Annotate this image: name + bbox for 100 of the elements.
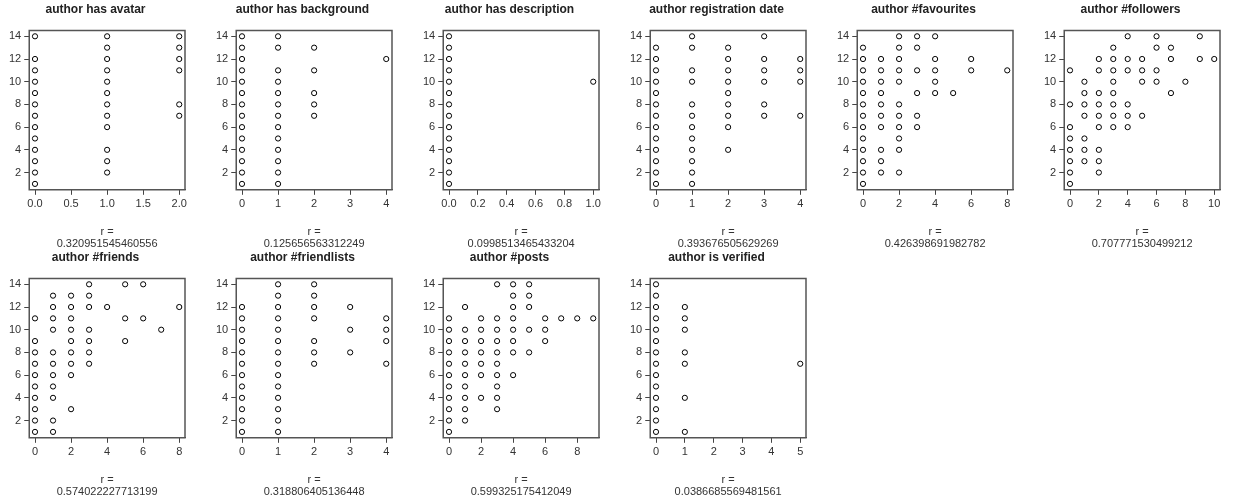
x-tick-label: 4 <box>797 197 804 210</box>
y-tick-label: 12 <box>629 300 643 313</box>
x-tick-label: 2 <box>311 445 318 458</box>
x-tick-label: 0.0 <box>27 197 43 210</box>
y-tick-label: 12 <box>215 52 229 65</box>
y-tick-label: 2 <box>429 165 436 178</box>
y-tick-label: 12 <box>629 52 643 65</box>
y-tick-label: 6 <box>636 120 643 133</box>
y-tick-label: 10 <box>629 322 643 335</box>
text: 0.320951545460556 <box>56 236 158 249</box>
y-tick-label: 14 <box>215 29 229 42</box>
y-tick-label: 6 <box>222 120 229 133</box>
chart-title: author registration date <box>649 1 785 16</box>
y-tick-label: 14 <box>836 29 850 42</box>
y-tick-label: 10 <box>215 74 229 87</box>
y-tick-label: 8 <box>429 97 436 110</box>
y-tick-label: 6 <box>843 120 850 133</box>
x-tick-label: 4 <box>768 445 775 458</box>
x-tick-label: 4 <box>932 197 939 210</box>
y-tick-label: 14 <box>1043 29 1057 42</box>
x-tick-label: 1.5 <box>135 197 151 210</box>
y-tick-label: 6 <box>15 120 22 133</box>
x-tick-label: 1 <box>689 197 696 210</box>
x-tick-label: 3 <box>739 445 746 458</box>
x-tick-label: 8 <box>574 445 581 458</box>
y-tick-label: 4 <box>843 142 850 155</box>
y-tick-label: 2 <box>843 165 850 178</box>
x-tick-label: 4 <box>383 445 390 458</box>
x-tick-label: 0 <box>652 445 660 458</box>
x-tick-label: 1 <box>275 445 282 458</box>
x-tick-label: 6 <box>140 445 147 458</box>
y-tick-label: 8 <box>636 97 643 110</box>
y-tick-label: 2 <box>15 413 22 426</box>
y-tick-label: 2 <box>222 165 229 178</box>
x-tick-label: 3 <box>761 197 768 210</box>
text: r = <box>721 472 735 485</box>
y-tick-label: 6 <box>1050 120 1057 133</box>
y-tick-label: 8 <box>222 97 229 110</box>
y-tick-label: 4 <box>429 142 436 155</box>
y-tick-label: 14 <box>8 29 22 42</box>
y-tick-label: 4 <box>222 390 229 403</box>
x-tick-label: 4 <box>383 197 390 210</box>
x-tick-label: 0.5 <box>63 197 79 210</box>
y-tick-label: 4 <box>15 142 22 155</box>
chart-title: author is verified <box>668 249 765 264</box>
x-tick-label: 0 <box>859 197 867 210</box>
y-tick-label: 10 <box>422 322 436 335</box>
x-tick-label: 0.0 <box>441 197 457 210</box>
y-tick-label: 4 <box>636 142 643 155</box>
x-tick-label: 0 <box>445 445 453 458</box>
x-tick-label: 6 <box>1153 197 1160 210</box>
y-tick-label: 14 <box>629 277 643 290</box>
y-tick-label: 4 <box>429 390 436 403</box>
text: r = <box>514 224 528 237</box>
chart-title: author #posts <box>469 249 550 264</box>
y-tick-label: 6 <box>15 368 22 381</box>
y-tick-label: 6 <box>636 368 643 381</box>
y-tick-label: 10 <box>8 74 22 87</box>
y-tick-label: 2 <box>636 413 643 426</box>
text: r = <box>721 224 735 237</box>
x-tick-label: 0.8 <box>556 197 573 210</box>
y-tick-label: 6 <box>429 368 436 381</box>
x-tick-label: 5 <box>797 445 804 458</box>
text: r = <box>307 472 321 485</box>
y-tick-label: 8 <box>15 97 22 110</box>
y-tick-label: 10 <box>629 74 643 87</box>
y-tick-label: 6 <box>429 120 436 133</box>
chart-title: author #favourites <box>871 1 977 16</box>
x-tick-label: 1 <box>681 445 688 458</box>
y-tick-label: 14 <box>8 277 22 290</box>
text: 0.125656563312249 <box>263 236 365 249</box>
y-tick-label: 4 <box>636 390 643 403</box>
text: 0.393676505629269 <box>677 236 779 249</box>
y-tick-label: 8 <box>15 345 22 358</box>
text: 0.426398691982782 <box>884 236 986 249</box>
x-tick-label: 0.2 <box>470 197 486 210</box>
y-tick-label: 12 <box>422 300 436 313</box>
x-tick-label: 0 <box>238 197 246 210</box>
y-tick-label: 14 <box>215 277 229 290</box>
y-tick-label: 14 <box>629 29 643 42</box>
y-tick-label: 4 <box>15 390 22 403</box>
x-tick-label: 0 <box>238 445 246 458</box>
text: r = <box>100 224 114 237</box>
x-tick-label: 0.4 <box>499 197 515 210</box>
chart-title: author #friendlists <box>250 249 356 264</box>
x-tick-label: 4 <box>510 445 517 458</box>
chart-title: author has description <box>444 1 575 16</box>
y-tick-label: 8 <box>222 345 229 358</box>
text: r = <box>100 472 114 485</box>
x-tick-label: 2 <box>68 445 75 458</box>
y-tick-label: 12 <box>8 52 22 65</box>
text: 0.0386685569481561 <box>674 484 782 497</box>
y-tick-label: 2 <box>1050 165 1057 178</box>
x-tick-label: 2.0 <box>171 197 187 210</box>
y-tick-label: 4 <box>1050 142 1057 155</box>
y-tick-label: 14 <box>422 277 436 290</box>
text: 0.599325175412049 <box>470 484 572 497</box>
text: 0.574022227713199 <box>56 484 158 497</box>
x-tick-label: 0 <box>31 445 39 458</box>
y-tick-label: 8 <box>636 345 643 358</box>
